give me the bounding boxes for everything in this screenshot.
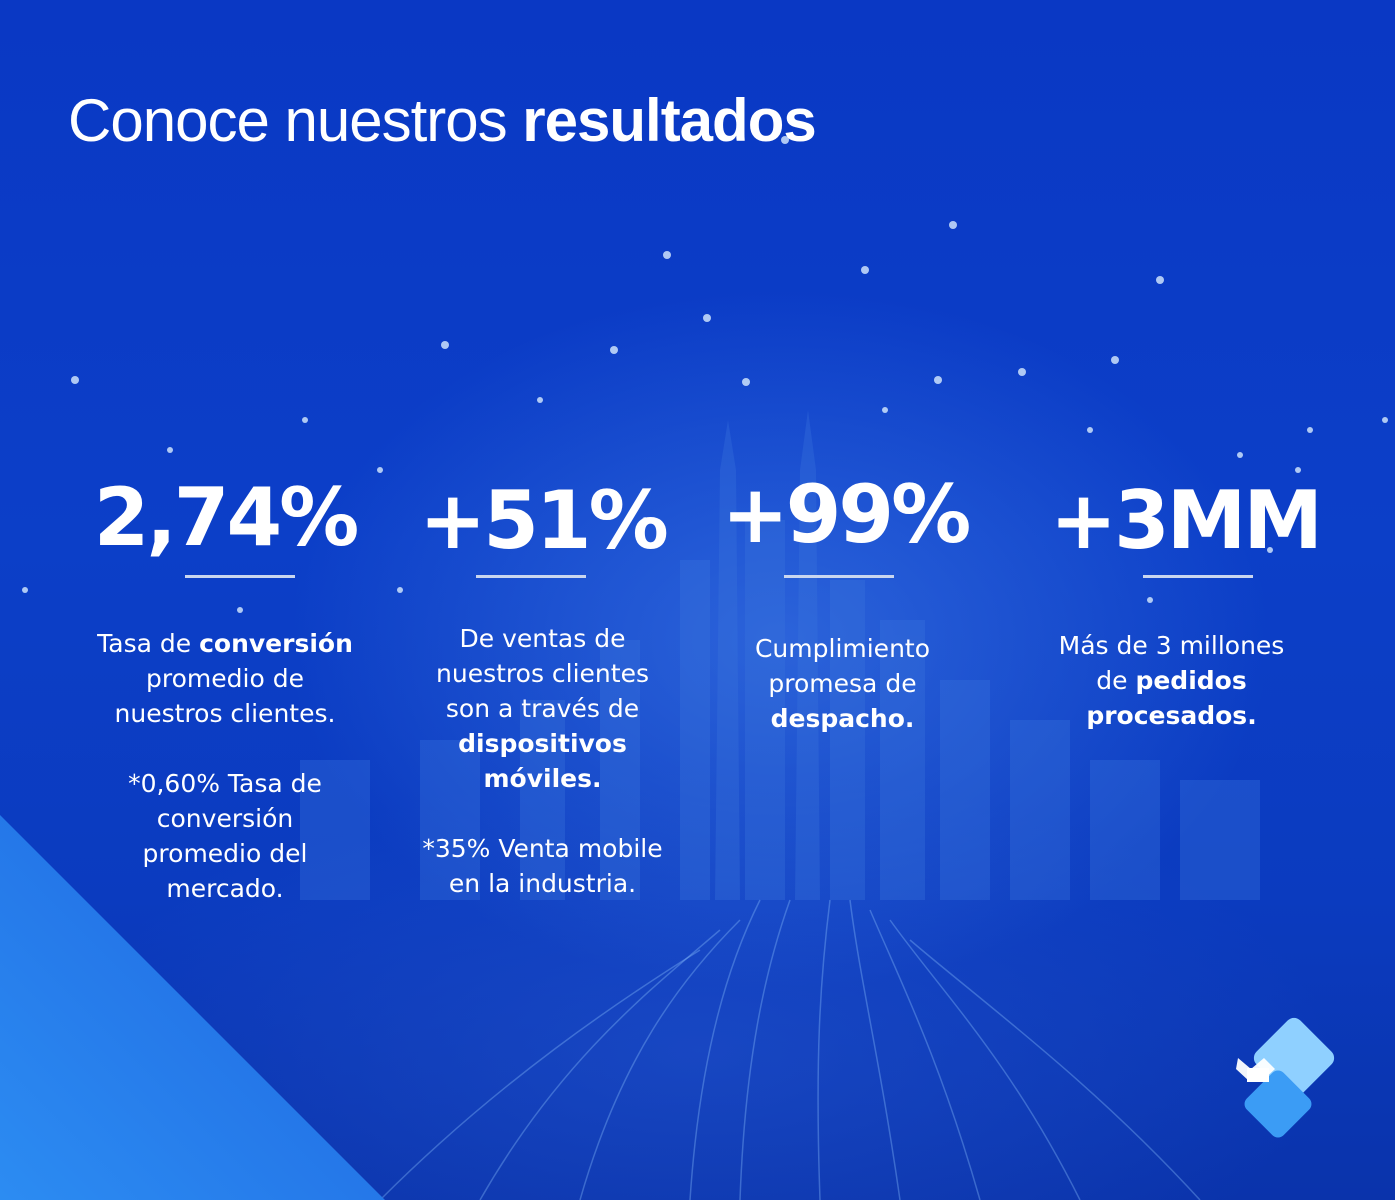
note-line: en la industria.	[448, 869, 637, 898]
desc-line: procesados.	[1086, 701, 1257, 730]
desc-line: dispositivos	[458, 729, 627, 758]
stat-value: +99%	[721, 468, 972, 561]
stat-orders: +3MM Más de 3 millones de pedidos proces…	[1030, 476, 1340, 733]
stat-note: *0,60% Tasa de conversión promedio del m…	[70, 766, 380, 906]
desc-line: nuestros clientes	[436, 659, 649, 688]
stat-underline	[476, 575, 586, 578]
stat-description: Tasa de conversión promedio de nuestros …	[70, 626, 380, 906]
desc-line: de pedidos	[1096, 666, 1247, 695]
stat-mobile-sales: +51% De ventas de nuestros clientes son …	[400, 476, 685, 901]
accent-triangle	[0, 815, 385, 1200]
stat-conversion: 2,74% Tasa de conversión promedio de nue…	[70, 473, 380, 906]
data-lines	[24, 140, 1386, 700]
stat-underline	[1143, 575, 1253, 578]
note-line: *0,60% Tasa de	[128, 769, 322, 798]
desc-line: promesa de	[768, 669, 917, 698]
skyline	[300, 410, 1260, 900]
desc-line: Más de 3 millones	[1058, 631, 1285, 660]
desc-line: nuestros clientes.	[114, 699, 336, 728]
title-bold: resultados	[522, 87, 816, 154]
page-title: Conoce nuestros resultados	[68, 86, 817, 155]
note-line: *35% Venta mobile	[422, 834, 663, 863]
stat-description: Más de 3 millones de pedidos procesados.	[1003, 628, 1340, 733]
stat-underline	[185, 575, 295, 578]
note-line: conversión	[156, 804, 294, 833]
stat-note: *35% Venta mobile en la industria.	[400, 831, 685, 901]
stat-value: 2,74%	[93, 471, 360, 564]
stat-value: +3MM	[1050, 474, 1323, 567]
desc-line: móviles.	[483, 764, 602, 793]
note-line: mercado.	[166, 874, 284, 903]
desc-line: Cumplimiento	[754, 634, 931, 663]
desc-line: promedio de	[146, 664, 304, 693]
light-streaks	[379, 899, 1201, 1200]
stat-description: De ventas de nuestros clientes son a tra…	[400, 621, 685, 901]
data-dots	[22, 136, 1388, 613]
stat-underline	[784, 575, 894, 578]
title-regular: Conoce nuestros	[68, 87, 523, 154]
brand-arrow-icon	[1236, 1017, 1335, 1138]
stat-dispatch: +99% Cumplimiento promesa de despacho.	[700, 470, 990, 736]
desc-line: De ventas de	[459, 624, 626, 653]
stat-description: Cumplimiento promesa de despacho.	[695, 631, 990, 736]
stat-value: +51%	[419, 474, 669, 567]
desc-line: Tasa de conversión	[97, 629, 353, 658]
desc-line: despacho.	[770, 704, 915, 733]
note-line: promedio del	[142, 839, 308, 868]
desc-line: son a través de	[445, 694, 640, 723]
